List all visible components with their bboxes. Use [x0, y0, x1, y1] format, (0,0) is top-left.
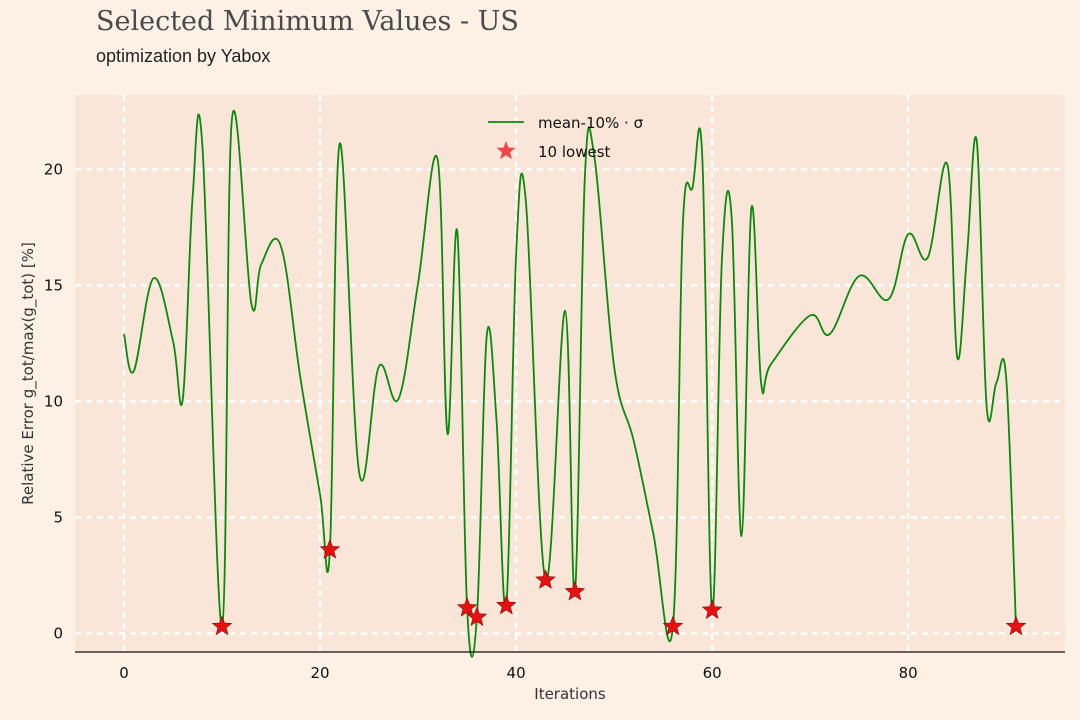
legend: mean-10% · σ 10 lowest: [488, 114, 644, 161]
legend-star-swatch: [496, 141, 516, 160]
y-tick-label: 10: [44, 392, 63, 410]
x-tick-label: 20: [311, 664, 330, 682]
plot-area: [75, 95, 1065, 652]
chart-subtitle: optimization by Yabox: [96, 46, 271, 66]
lowest-point-marker: [701, 599, 723, 619]
lowest-point-marker: [466, 606, 488, 626]
x-axis-label: Iterations: [534, 685, 606, 703]
x-tick-label: 40: [507, 664, 526, 682]
lowest-point-marker: [662, 615, 684, 636]
lowest-point-marker: [1005, 615, 1027, 636]
y-tick-label: 5: [53, 508, 63, 526]
y-axis-label: Relative Error g_tot/max(g_tot) [%]: [19, 242, 38, 505]
lowest-markers: [211, 539, 1027, 636]
y-tick-label: 20: [44, 160, 63, 178]
x-tick-label: 60: [703, 664, 722, 682]
lowest-point-marker: [496, 594, 517, 615]
lowest-point-marker: [564, 580, 586, 601]
legend-star-label: 10 lowest: [538, 143, 611, 161]
lowest-point-marker: [319, 539, 341, 559]
lowest-point-marker: [456, 597, 478, 617]
y-tick-label: 0: [53, 624, 63, 642]
x-tick-label: 80: [899, 664, 918, 682]
chart-title: Selected Minimum Values - US: [96, 6, 519, 37]
tick-labels: 0 20 40 60 80 0 5 10 15 20: [44, 160, 918, 682]
lowest-point-marker: [211, 615, 233, 636]
x-tick-label: 0: [119, 664, 129, 682]
lowest-point-marker: [535, 569, 556, 589]
y-tick-label: 15: [44, 276, 63, 294]
legend-line-label: mean-10% · σ: [538, 114, 644, 132]
